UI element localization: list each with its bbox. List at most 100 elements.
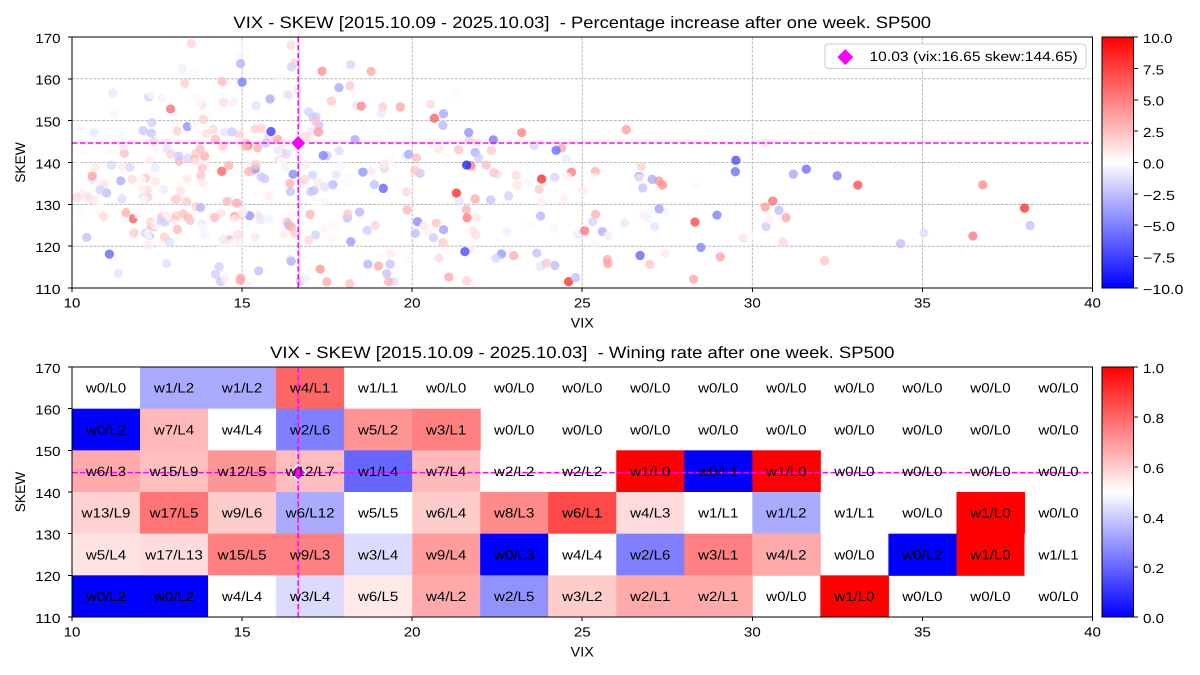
svg-text:−2.5: −2.5 bbox=[1143, 188, 1175, 203]
svg-text:w1/L2: w1/L2 bbox=[153, 381, 194, 396]
svg-text:w4/L4: w4/L4 bbox=[561, 547, 603, 562]
svg-text:VIX: VIX bbox=[571, 643, 594, 659]
svg-text:w6/L3: w6/L3 bbox=[85, 464, 126, 479]
svg-text:w1/L1: w1/L1 bbox=[1037, 547, 1078, 562]
svg-text:170: 170 bbox=[35, 31, 60, 46]
svg-text:w0/L0: w0/L0 bbox=[85, 381, 126, 396]
svg-text:w1/L1: w1/L1 bbox=[833, 506, 874, 521]
svg-text:w0/L0: w0/L0 bbox=[629, 422, 670, 437]
svg-text:w7/L4: w7/L4 bbox=[153, 422, 195, 437]
svg-text:w0/L2: w0/L2 bbox=[85, 422, 126, 437]
svg-text:w0/L0: w0/L0 bbox=[561, 381, 602, 396]
svg-text:0.6: 0.6 bbox=[1143, 461, 1164, 476]
svg-text:w1/L2: w1/L2 bbox=[221, 381, 262, 396]
svg-text:40: 40 bbox=[1084, 624, 1101, 639]
svg-text:SKEW: SKEW bbox=[12, 141, 28, 182]
svg-text:w0/L0: w0/L0 bbox=[969, 381, 1010, 396]
svg-text:w17/L5: w17/L5 bbox=[148, 506, 198, 521]
svg-text:w17/L13: w17/L13 bbox=[144, 547, 203, 562]
svg-text:110: 110 bbox=[35, 611, 60, 626]
svg-text:w1/L0: w1/L0 bbox=[765, 464, 806, 479]
svg-text:w3/L1: w3/L1 bbox=[425, 422, 466, 437]
svg-text:1.0: 1.0 bbox=[1143, 361, 1164, 376]
svg-text:w0/L0: w0/L0 bbox=[765, 381, 806, 396]
svg-text:w5/L5: w5/L5 bbox=[357, 506, 398, 521]
svg-text:SKEW: SKEW bbox=[12, 471, 28, 512]
svg-text:w0/L0: w0/L0 bbox=[765, 589, 806, 604]
svg-text:w4/L3: w4/L3 bbox=[629, 506, 670, 521]
svg-text:w0/L0: w0/L0 bbox=[629, 381, 670, 396]
svg-text:40: 40 bbox=[1084, 295, 1101, 310]
svg-text:w0/L0: w0/L0 bbox=[1037, 506, 1078, 521]
svg-text:w3/L2: w3/L2 bbox=[561, 589, 602, 604]
svg-text:15: 15 bbox=[234, 295, 251, 310]
svg-text:25: 25 bbox=[574, 295, 591, 310]
svg-text:120: 120 bbox=[35, 240, 60, 255]
svg-text:w4/L1: w4/L1 bbox=[289, 381, 330, 396]
svg-text:w0/L0: w0/L0 bbox=[901, 589, 942, 604]
svg-text:w6/L5: w6/L5 bbox=[357, 589, 398, 604]
svg-text:30: 30 bbox=[744, 624, 761, 639]
svg-text:w0/L0: w0/L0 bbox=[901, 506, 942, 521]
svg-text:w13/L9: w13/L9 bbox=[80, 506, 130, 521]
svg-text:0.0: 0.0 bbox=[1143, 156, 1164, 171]
svg-text:VIX - SKEW [2015.10.09 - 2025.: VIX - SKEW [2015.10.09 - 2025.10.03] - W… bbox=[270, 344, 894, 362]
svg-text:w0/L0: w0/L0 bbox=[493, 381, 534, 396]
svg-text:w0/L0: w0/L0 bbox=[901, 464, 942, 479]
svg-text:5.0: 5.0 bbox=[1143, 94, 1164, 109]
svg-text:w0/L2: w0/L2 bbox=[85, 589, 126, 604]
svg-text:w1/L0: w1/L0 bbox=[833, 589, 874, 604]
svg-text:w6/L12: w6/L12 bbox=[285, 506, 335, 521]
svg-text:VIX: VIX bbox=[571, 314, 594, 330]
svg-text:w15/L9: w15/L9 bbox=[148, 464, 198, 479]
svg-text:35: 35 bbox=[914, 295, 931, 310]
svg-text:140: 140 bbox=[35, 156, 60, 171]
svg-text:w8/L3: w8/L3 bbox=[493, 506, 534, 521]
svg-text:0.4: 0.4 bbox=[1143, 511, 1164, 526]
svg-text:w0/L0: w0/L0 bbox=[1037, 589, 1078, 604]
svg-text:w0/L0: w0/L0 bbox=[697, 422, 738, 437]
svg-text:w3/L4: w3/L4 bbox=[289, 589, 331, 604]
svg-text:2.5: 2.5 bbox=[1143, 125, 1164, 140]
svg-text:w1/L0: w1/L0 bbox=[969, 547, 1010, 562]
svg-text:35: 35 bbox=[914, 624, 931, 639]
svg-text:w0/L0: w0/L0 bbox=[1037, 381, 1078, 396]
svg-text:w2/L1: w2/L1 bbox=[697, 589, 738, 604]
svg-text:w0/L0: w0/L0 bbox=[561, 422, 602, 437]
svg-text:25: 25 bbox=[574, 624, 591, 639]
svg-text:w2/L2: w2/L2 bbox=[561, 464, 602, 479]
svg-text:w6/L4: w6/L4 bbox=[425, 506, 467, 521]
svg-text:w4/L2: w4/L2 bbox=[765, 547, 806, 562]
svg-text:170: 170 bbox=[35, 361, 60, 376]
svg-text:w1/L4: w1/L4 bbox=[357, 464, 399, 479]
svg-text:w2/L2: w2/L2 bbox=[493, 464, 534, 479]
svg-text:w4/L4: w4/L4 bbox=[221, 422, 263, 437]
svg-text:w0/L0: w0/L0 bbox=[969, 422, 1010, 437]
svg-text:w4/L2: w4/L2 bbox=[425, 589, 466, 604]
svg-text:130: 130 bbox=[35, 198, 60, 213]
svg-text:w0/L0: w0/L0 bbox=[1037, 422, 1078, 437]
svg-text:w0/L0: w0/L0 bbox=[901, 381, 942, 396]
svg-text:w0/L0: w0/L0 bbox=[901, 422, 942, 437]
svg-text:w0/L2: w0/L2 bbox=[153, 589, 194, 604]
svg-text:10: 10 bbox=[64, 624, 81, 639]
svg-text:150: 150 bbox=[35, 115, 60, 130]
svg-text:w0/L0: w0/L0 bbox=[969, 464, 1010, 479]
svg-text:7.5: 7.5 bbox=[1143, 62, 1164, 77]
svg-text:110: 110 bbox=[35, 282, 60, 297]
svg-text:160: 160 bbox=[35, 73, 60, 88]
svg-text:w12/L7: w12/L7 bbox=[285, 464, 335, 479]
svg-text:w3/L1: w3/L1 bbox=[697, 547, 738, 562]
svg-text:w0/L0: w0/L0 bbox=[697, 381, 738, 396]
svg-text:140: 140 bbox=[35, 486, 60, 501]
svg-text:−10.0: −10.0 bbox=[1143, 282, 1183, 297]
svg-text:w1/L2: w1/L2 bbox=[765, 506, 806, 521]
svg-text:w0/L0: w0/L0 bbox=[833, 464, 874, 479]
svg-text:w1/L0: w1/L0 bbox=[629, 464, 670, 479]
svg-text:w2/L6: w2/L6 bbox=[289, 422, 330, 437]
svg-text:10.0: 10.0 bbox=[1143, 31, 1172, 46]
svg-text:w1/L1: w1/L1 bbox=[697, 506, 738, 521]
svg-text:VIX - SKEW [2015.10.09 - 2025.: VIX - SKEW [2015.10.09 - 2025.10.03] - P… bbox=[233, 14, 931, 32]
svg-text:w6/L1: w6/L1 bbox=[561, 506, 602, 521]
svg-text:w9/L3: w9/L3 bbox=[289, 547, 330, 562]
